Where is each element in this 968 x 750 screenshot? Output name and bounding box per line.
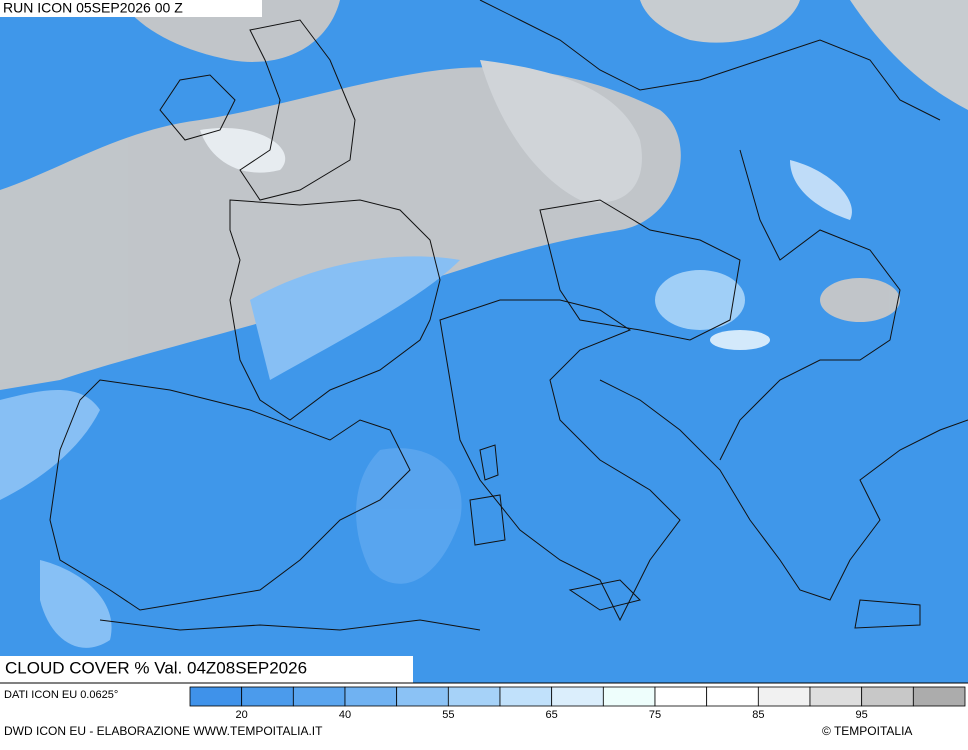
legend-tick-label: 40	[339, 709, 351, 721]
legend-swatch	[344, 686, 398, 707]
legend-tick-label: 75	[649, 709, 661, 721]
legend-swatch	[912, 686, 966, 707]
legend-swatch	[551, 686, 604, 707]
source-label: DATI ICON EU 0.0625°	[4, 689, 118, 701]
credit-label: DWD ICON EU - ELABORAZIONE WWW.TEMPOITAL…	[4, 724, 323, 738]
map	[0, 0, 968, 683]
legend-swatch	[396, 686, 449, 707]
legend-swatch	[241, 686, 294, 707]
legend-swatch	[499, 686, 553, 707]
legend-swatch	[602, 686, 656, 707]
legend-tick-label: 85	[752, 709, 764, 721]
variable-label: CLOUD COVER % Val. 04Z08SEP2026	[5, 658, 307, 677]
legend-tick-label: 55	[442, 709, 454, 721]
copyright-label: © TEMPOITALIA	[822, 724, 912, 738]
legend-tick-label: 95	[856, 709, 868, 721]
legend-swatch	[809, 686, 863, 707]
color-legend: 20 40 55 65 75 85 95	[189, 686, 966, 721]
run-box	[0, 0, 262, 17]
legend-swatch	[189, 686, 243, 707]
legend-swatch	[292, 686, 346, 707]
legend-tick-label: 20	[236, 709, 248, 721]
variable-box	[0, 656, 413, 683]
legend-swatch	[757, 686, 811, 707]
legend-tick-label: 65	[546, 709, 558, 721]
legend-swatch	[654, 686, 708, 707]
legend-swatch	[706, 686, 759, 707]
legend-swatch	[861, 686, 914, 707]
run-label: RUN ICON 05SEP2026 00 Z	[3, 0, 183, 16]
legend-swatch	[447, 686, 501, 707]
